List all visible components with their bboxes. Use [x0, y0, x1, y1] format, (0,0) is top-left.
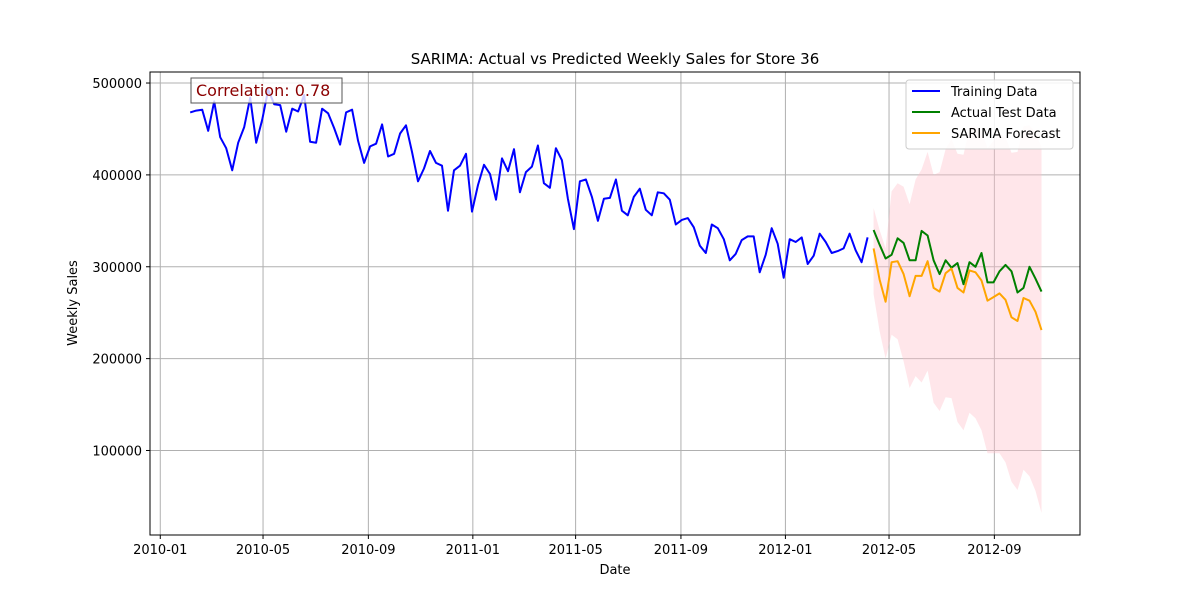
x-axis-label: Date [599, 563, 630, 578]
legend-box [905, 79, 1074, 150]
correlation-annotation: Correlation: 0.78 [190, 77, 343, 104]
forecast-confidence-interval [873, 125, 1042, 514]
chart-title: SARIMA: Actual vs Predicted Weekly Sales… [411, 50, 820, 68]
y-axis-label: Weekly Sales [66, 260, 81, 346]
y-tick-label: 300000 [92, 261, 142, 276]
actual-test-data-line [872, 229, 1043, 294]
sarima-forecast-line [872, 248, 1043, 331]
x-tick-label: 2012-05 [862, 543, 916, 558]
axes-frame [149, 71, 1081, 536]
y-tick-label: 100000 [92, 444, 142, 459]
legend-label: SARIMA Forecast [951, 127, 1061, 142]
x-tick-label: 2011-05 [548, 543, 602, 558]
legend-label: Training Data [950, 85, 1037, 100]
axis-ticks: 2010-01 2010-05 2010-09 2011-01 2011-05 2011-… [92, 77, 1021, 558]
x-tick-label: 2012-09 [967, 543, 1021, 558]
x-tick-label: 2011-01 [446, 543, 500, 558]
y-tick-label: 200000 [92, 353, 142, 368]
x-tick-label: 2010-01 [133, 543, 187, 558]
correlation-box [190, 77, 343, 104]
x-tick-label: 2012-01 [758, 543, 812, 558]
y-tick-label: 400000 [92, 169, 142, 184]
y-tick-label: 500000 [92, 77, 142, 92]
correlation-text: Correlation: 0.78 [196, 81, 330, 100]
confidence-band [873, 125, 1042, 514]
legend: Training Data Actual Test Data SARIMA Fore… [905, 79, 1074, 150]
x-tick-label: 2010-09 [341, 543, 395, 558]
x-tick-label: 2011-09 [654, 543, 708, 558]
x-tick-label: 2010-05 [236, 543, 290, 558]
legend-label: Actual Test Data [951, 106, 1057, 121]
